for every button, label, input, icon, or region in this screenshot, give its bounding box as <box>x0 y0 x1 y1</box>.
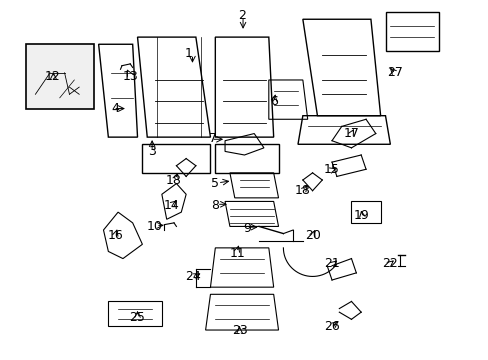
Text: 26: 26 <box>324 320 339 333</box>
Text: 22: 22 <box>382 257 397 270</box>
Text: 9: 9 <box>243 222 250 235</box>
Text: 16: 16 <box>107 229 123 242</box>
Text: 3: 3 <box>148 145 156 158</box>
Text: 27: 27 <box>386 66 402 79</box>
Text: 5: 5 <box>211 177 219 190</box>
Text: 14: 14 <box>163 198 179 212</box>
Text: 7: 7 <box>208 132 217 145</box>
Text: 8: 8 <box>211 198 219 212</box>
Text: 23: 23 <box>231 324 247 337</box>
Text: 2: 2 <box>238 9 245 22</box>
Text: 19: 19 <box>353 209 368 222</box>
Text: 17: 17 <box>343 127 359 140</box>
Text: 11: 11 <box>229 247 244 260</box>
Text: 1: 1 <box>184 47 192 60</box>
Text: 15: 15 <box>324 163 339 176</box>
Text: 18: 18 <box>166 174 182 186</box>
Text: 21: 21 <box>324 257 339 270</box>
Text: 13: 13 <box>122 70 138 83</box>
Bar <box>351 202 380 223</box>
Text: 6: 6 <box>269 95 277 108</box>
Text: 18: 18 <box>294 184 310 197</box>
Bar <box>26 44 94 109</box>
Text: 20: 20 <box>304 229 320 242</box>
Text: 10: 10 <box>146 220 162 233</box>
Text: 25: 25 <box>129 311 145 324</box>
Text: 12: 12 <box>44 70 60 83</box>
Text: 4: 4 <box>111 102 120 115</box>
Text: 24: 24 <box>185 270 201 283</box>
